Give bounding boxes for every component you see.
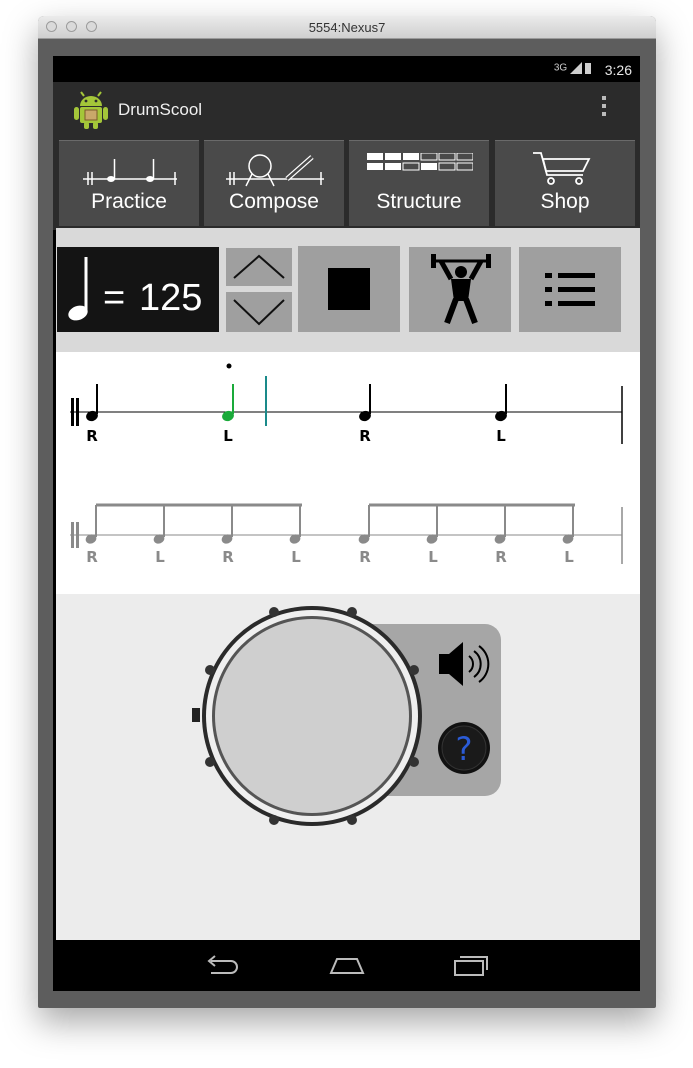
sticking-label: L bbox=[291, 548, 301, 566]
sticking-label: R bbox=[359, 548, 371, 566]
status-bar: 3G 3:26 bbox=[53, 56, 640, 82]
recents-icon[interactable] bbox=[451, 952, 491, 978]
workout-button[interactable] bbox=[409, 247, 511, 332]
tab-structure[interactable]: Structure bbox=[349, 140, 489, 226]
weightlifter-icon bbox=[431, 254, 491, 325]
home-icon[interactable] bbox=[327, 953, 367, 977]
sticking-label: L bbox=[496, 427, 506, 445]
sticking-label: L bbox=[428, 548, 438, 566]
network-indicator: 3G bbox=[554, 62, 592, 74]
sticking-label: R bbox=[222, 548, 234, 566]
tab-structure-label: Structure bbox=[376, 190, 462, 213]
note-1 bbox=[86, 410, 98, 422]
sticking-label: L bbox=[223, 427, 233, 445]
drum-area: ? bbox=[56, 594, 640, 940]
system-nav-bar bbox=[53, 940, 640, 991]
note bbox=[289, 534, 301, 544]
help-icon: ? bbox=[438, 722, 490, 774]
list-icon bbox=[545, 273, 595, 306]
compose-drum-pencil-icon bbox=[226, 154, 324, 187]
note bbox=[426, 534, 438, 544]
speaker-icon bbox=[439, 642, 490, 686]
sound-button[interactable] bbox=[431, 632, 495, 696]
device-screen: 3G 3:26 DrumScool bbox=[53, 56, 640, 991]
tempo-equals: = bbox=[103, 277, 126, 319]
note bbox=[221, 534, 233, 544]
sticking-label: L bbox=[564, 548, 574, 566]
practice-notation-icon bbox=[83, 159, 177, 185]
structure-grid-icon bbox=[367, 153, 473, 171]
list-button[interactable] bbox=[519, 247, 621, 332]
action-bar: DrumScool bbox=[53, 82, 640, 138]
sticking-label: L bbox=[155, 548, 165, 566]
note-2-active bbox=[222, 410, 234, 422]
tempo-down-button[interactable] bbox=[226, 292, 292, 332]
help-button[interactable]: ? bbox=[436, 720, 492, 776]
half-note-icon bbox=[68, 257, 88, 321]
sticking-label: R bbox=[495, 548, 507, 566]
note bbox=[85, 534, 97, 544]
shopping-cart-icon bbox=[533, 152, 591, 185]
accent-dot bbox=[226, 363, 232, 369]
mode-tabs: Practice Compose bbox=[53, 138, 640, 230]
app-title: DrumScool bbox=[118, 100, 203, 119]
note bbox=[494, 534, 506, 544]
tab-shop-label: Shop bbox=[540, 190, 590, 213]
notation-area[interactable]: R L R L bbox=[56, 352, 640, 594]
tempo-up-button[interactable] bbox=[226, 248, 292, 286]
note-3 bbox=[359, 410, 371, 422]
stop-button[interactable] bbox=[298, 246, 400, 332]
chevron-up-icon bbox=[233, 254, 285, 279]
status-time: 3:26 bbox=[604, 62, 632, 78]
tab-compose-label: Compose bbox=[229, 190, 319, 213]
close-window-button[interactable] bbox=[46, 21, 57, 32]
note bbox=[153, 534, 165, 544]
overflow-menu-icon[interactable] bbox=[601, 96, 607, 120]
tab-practice-label: Practice bbox=[91, 190, 167, 213]
sticking-label: R bbox=[86, 548, 98, 566]
tab-practice[interactable]: Practice bbox=[59, 140, 199, 226]
android-icon bbox=[74, 91, 108, 129]
window-title: 5554:Nexus7 bbox=[308, 20, 386, 35]
chevron-down-icon bbox=[233, 299, 285, 326]
staff-line-2: R L R L R L R L bbox=[70, 503, 623, 566]
window-titlebar: 5554:Nexus7 bbox=[38, 16, 656, 39]
note bbox=[562, 534, 574, 544]
control-panel: = 125 bbox=[56, 228, 640, 352]
minimize-window-button[interactable] bbox=[66, 21, 77, 32]
sticking-label: R bbox=[359, 427, 371, 445]
note bbox=[358, 534, 370, 544]
svg-text:?: ? bbox=[456, 730, 473, 768]
tempo-value: 125 bbox=[139, 277, 203, 319]
tab-shop[interactable]: Shop bbox=[495, 140, 635, 226]
stop-icon bbox=[328, 268, 370, 310]
network-type: 3G bbox=[553, 62, 568, 74]
signal-icon bbox=[570, 62, 591, 74]
tab-compose[interactable]: Compose bbox=[204, 140, 344, 226]
notation-staff: R L R L bbox=[70, 363, 623, 566]
sticking-label: R bbox=[86, 427, 98, 445]
tempo-display: = 125 bbox=[57, 247, 219, 332]
snare-drum-pad[interactable] bbox=[192, 602, 432, 828]
staff-line-1: R L R L bbox=[70, 363, 623, 445]
back-icon[interactable] bbox=[201, 953, 241, 977]
zoom-window-button[interactable] bbox=[86, 21, 97, 32]
note-4 bbox=[495, 410, 507, 422]
